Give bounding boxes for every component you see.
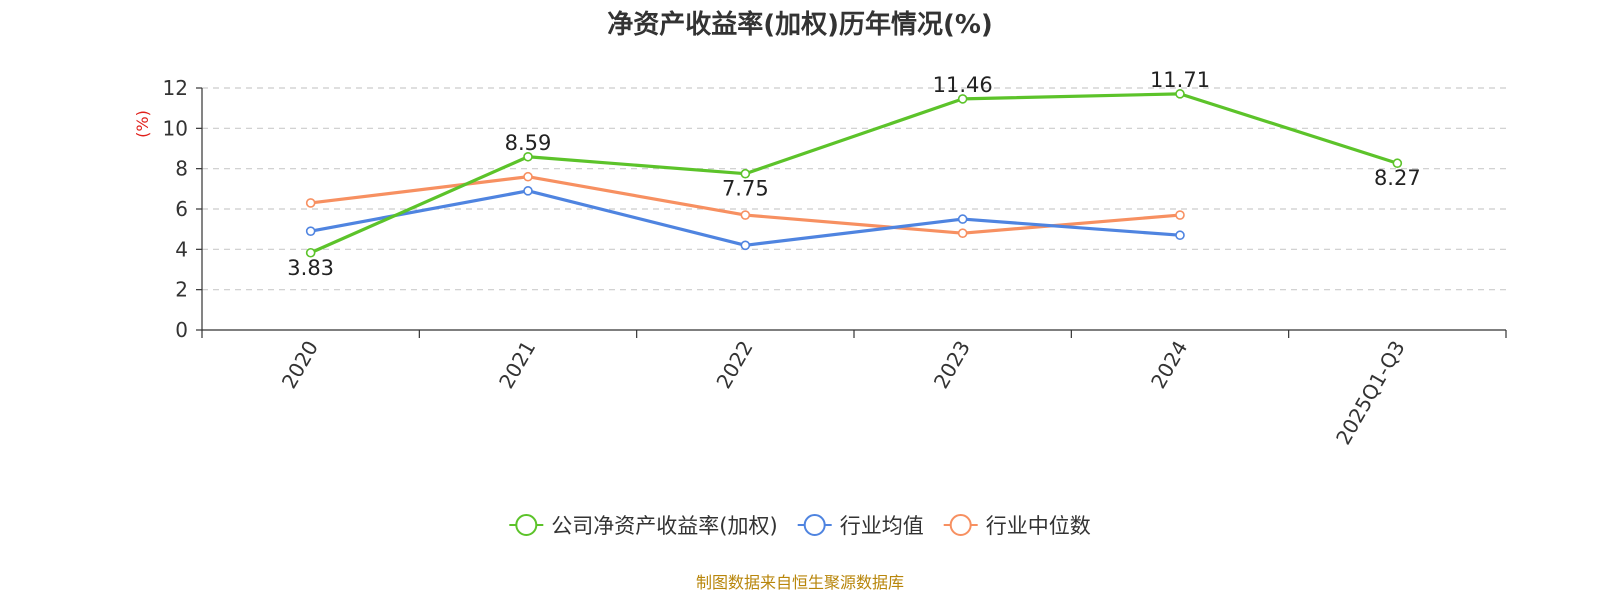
x-tick-label: 2024 bbox=[1146, 337, 1192, 393]
y-tick-label: 8 bbox=[175, 157, 188, 181]
legend-circle-swatch bbox=[949, 514, 972, 536]
y-tick-label: 0 bbox=[175, 318, 188, 342]
data-point[interactable] bbox=[523, 151, 533, 162]
data-label: 11.71 bbox=[1150, 68, 1210, 92]
y-tick-label: 10 bbox=[163, 116, 188, 140]
y-tick-label: 2 bbox=[175, 278, 188, 302]
series-lines bbox=[305, 89, 1403, 258]
y-axis-label: (%) bbox=[133, 110, 152, 138]
data-point[interactable] bbox=[1175, 89, 1185, 99]
x-tick-label: 2023 bbox=[929, 337, 975, 393]
data-labels: 3.83 8.59 7.75 11.46 11.71 8.27 bbox=[287, 68, 1420, 280]
data-point[interactable] bbox=[1175, 210, 1185, 220]
data-point[interactable] bbox=[740, 210, 751, 220]
legend-item[interactable]: 行业均值 bbox=[797, 514, 924, 538]
data-point[interactable] bbox=[523, 186, 533, 196]
legend-label: 公司净资产收益率(加权) bbox=[551, 514, 777, 538]
source-note: 制图数据来自恒生聚源数据库 bbox=[696, 573, 904, 592]
legend-label: 行业中位数 bbox=[986, 514, 1091, 538]
data-label: 8.27 bbox=[1374, 166, 1421, 190]
data-point[interactable] bbox=[957, 214, 968, 224]
series-line bbox=[310, 92, 1398, 255]
y-tick-label: 12 bbox=[163, 76, 188, 100]
legend[interactable]: 公司净资产收益率(加权) 行业均值 行业中位数 bbox=[509, 514, 1091, 538]
legend-circle-swatch bbox=[803, 514, 826, 536]
data-label: 7.75 bbox=[722, 177, 769, 201]
data-point[interactable] bbox=[305, 226, 316, 236]
data-point[interactable] bbox=[305, 247, 316, 258]
data-point[interactable] bbox=[1175, 230, 1185, 241]
data-label: 8.59 bbox=[505, 131, 552, 155]
legend-label: 行业均值 bbox=[840, 514, 924, 538]
x-tick-label: 2025Q1-Q3 bbox=[1331, 337, 1410, 449]
legend-item[interactable]: 行业中位数 bbox=[943, 514, 1091, 538]
chart-title: 净资产收益率(加权)历年情况(%) bbox=[607, 9, 993, 40]
data-point[interactable] bbox=[957, 94, 968, 104]
data-point[interactable] bbox=[957, 228, 968, 238]
legend-circle-swatch bbox=[515, 514, 538, 536]
data-label: 3.83 bbox=[287, 256, 334, 280]
data-point[interactable] bbox=[740, 240, 751, 251]
y-tick-label: 4 bbox=[175, 237, 188, 261]
legend-item[interactable]: 公司净资产收益率(加权) bbox=[509, 514, 778, 538]
data-point[interactable] bbox=[523, 171, 533, 182]
grid-lines bbox=[202, 87, 1506, 291]
data-label: 11.46 bbox=[933, 73, 993, 97]
x-tick-label: 2022 bbox=[711, 337, 757, 393]
data-point[interactable] bbox=[1392, 158, 1403, 169]
data-point[interactable] bbox=[305, 198, 316, 208]
y-tick-label: 6 bbox=[175, 197, 188, 221]
x-tick-label: 2021 bbox=[494, 337, 540, 393]
x-tick-label: 2020 bbox=[277, 337, 323, 393]
data-point[interactable] bbox=[740, 168, 751, 179]
